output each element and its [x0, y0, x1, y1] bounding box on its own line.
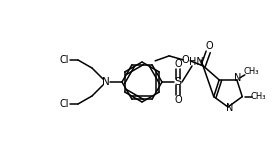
Text: Cl: Cl [59, 99, 69, 109]
Text: S: S [174, 77, 181, 87]
Text: Cl: Cl [59, 55, 69, 65]
Text: N: N [102, 77, 110, 87]
Text: N: N [234, 73, 242, 83]
Text: O: O [181, 55, 189, 65]
Text: CH₃: CH₃ [243, 67, 258, 76]
Text: N: N [226, 103, 234, 113]
Text: O: O [205, 41, 213, 51]
Text: O: O [174, 59, 182, 69]
Text: CH₃: CH₃ [251, 92, 266, 101]
Text: HN: HN [189, 57, 203, 67]
Text: O: O [174, 95, 182, 105]
